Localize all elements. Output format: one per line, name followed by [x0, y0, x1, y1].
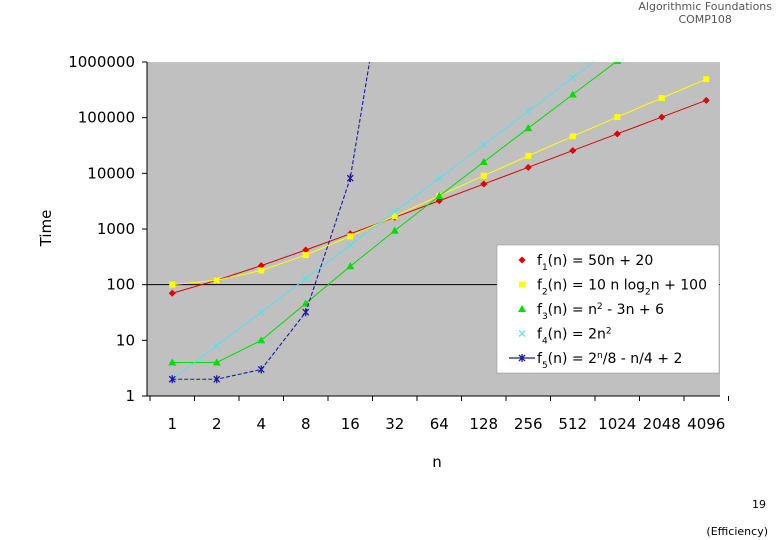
series-f5 [168, 62, 371, 384]
data-point-f3 [257, 336, 266, 344]
data-point-f3 [212, 358, 221, 366]
y-tick-label: 100000 [78, 109, 135, 127]
data-point-f4 [524, 107, 532, 115]
y-axis-label: Time [37, 210, 55, 248]
data-point-f2 [169, 281, 176, 288]
data-point-f2 [614, 114, 621, 121]
data-point-f3 [479, 157, 488, 165]
x-axis-label: n [432, 453, 442, 471]
y-tick-label: 100 [106, 276, 135, 294]
data-point-f2 [703, 76, 710, 83]
data-point-f1 [302, 246, 310, 254]
data-point-f4 [391, 208, 399, 216]
data-point-f2 [213, 277, 220, 284]
data-point-f1 [569, 147, 577, 155]
legend-item-f5: f5(n) = 2n/8 - n/4 + 2 [509, 351, 682, 371]
footer-text: (Efficiency) [706, 525, 768, 538]
data-point-f1 [168, 289, 176, 297]
data-point-f1 [613, 130, 621, 138]
legend-label-f5: f5(n) = 2n/8 - n/4 + 2 [537, 351, 682, 371]
x-tick-label: 4096 [687, 415, 725, 433]
data-point-f4 [213, 342, 221, 350]
data-point-f4 [302, 275, 310, 283]
y-tick-label: 1 [125, 387, 135, 405]
course-code: COMP108 [678, 13, 732, 26]
legend-label-f2: f2(n) = 10 n log2n + 100 [537, 278, 707, 298]
data-point-f5 [168, 375, 176, 384]
legend-item-f4: f4(n) = 2n2 [518, 327, 612, 347]
x-tick-label: 128 [469, 415, 498, 433]
data-point-f2 [525, 152, 532, 159]
data-point-f4 [569, 74, 577, 82]
data-point-f3 [346, 262, 355, 270]
x-tick-label: 32 [385, 415, 404, 433]
data-point-f3 [613, 62, 622, 64]
data-point-f1 [658, 113, 666, 121]
data-point-f2 [480, 172, 487, 179]
x-tick-label: 512 [558, 415, 587, 433]
data-point-f2 [658, 95, 665, 102]
data-point-f4 [257, 308, 265, 316]
legend-label-f1: f1(n) = 50n + 20 [537, 253, 653, 273]
course-header: Algorithmic Foundations COMP108 [638, 0, 772, 26]
data-point-f5 [213, 375, 221, 384]
data-point-f1 [257, 262, 265, 270]
legend-marker-f4 [518, 330, 526, 337]
x-tick-label: 64 [430, 415, 449, 433]
data-point-f2 [302, 252, 309, 259]
data-point-f3 [568, 90, 577, 98]
data-point-f4 [346, 241, 354, 249]
legend-marker-f1 [518, 256, 526, 264]
x-tick-label: 4 [256, 415, 266, 433]
x-tick-label: 1 [167, 415, 177, 433]
data-point-f1 [480, 180, 488, 188]
legend-marker-f5 [518, 354, 526, 362]
series-line-f5 [172, 62, 371, 380]
data-point-f5 [302, 308, 310, 317]
data-point-f4 [480, 141, 488, 149]
legend-label-f4: f4(n) = 2n2 [537, 327, 612, 347]
data-point-f4 [435, 174, 443, 182]
legend-item-f3: f3(n) = n2 - 3n + 6 [518, 302, 664, 322]
data-point-f2 [569, 133, 576, 140]
x-tick-label: 16 [341, 415, 360, 433]
data-point-f1 [524, 163, 532, 171]
legend-marker-f3 [518, 305, 526, 312]
data-point-f5 [346, 174, 354, 183]
y-tick-label: 10 [116, 331, 135, 349]
x-tick-label: 1024 [598, 415, 636, 433]
legend-label-f3: f3(n) = n2 - 3n + 6 [537, 302, 664, 322]
data-point-f3 [390, 226, 399, 234]
series-f3 [168, 62, 622, 366]
x-tick-label: 256 [514, 415, 543, 433]
data-point-f2 [258, 267, 265, 274]
x-tick-label: 8 [301, 415, 311, 433]
data-point-f5 [257, 365, 265, 374]
series-f4 [168, 62, 595, 383]
y-tick-label: 1000 [97, 220, 135, 238]
data-point-f3 [524, 124, 533, 132]
y-tick-label: 1000000 [68, 53, 135, 71]
legend-box [496, 244, 720, 374]
legend-item-f1: f1(n) = 50n + 20 [518, 253, 653, 273]
x-tick-label: 2 [212, 415, 222, 433]
course-title: Algorithmic Foundations [638, 0, 772, 13]
data-point-f3 [435, 192, 444, 200]
page-number: 19 [752, 498, 766, 511]
y-tick-label: 10000 [87, 164, 135, 182]
legend-item-f2: f2(n) = 10 n log2n + 100 [519, 278, 707, 298]
data-point-f3 [168, 358, 177, 366]
data-point-f2 [391, 213, 398, 220]
data-point-f1 [702, 96, 710, 104]
data-point-f2 [347, 233, 354, 240]
x-tick-label: 2048 [643, 415, 681, 433]
legend-marker-f2 [519, 281, 525, 288]
